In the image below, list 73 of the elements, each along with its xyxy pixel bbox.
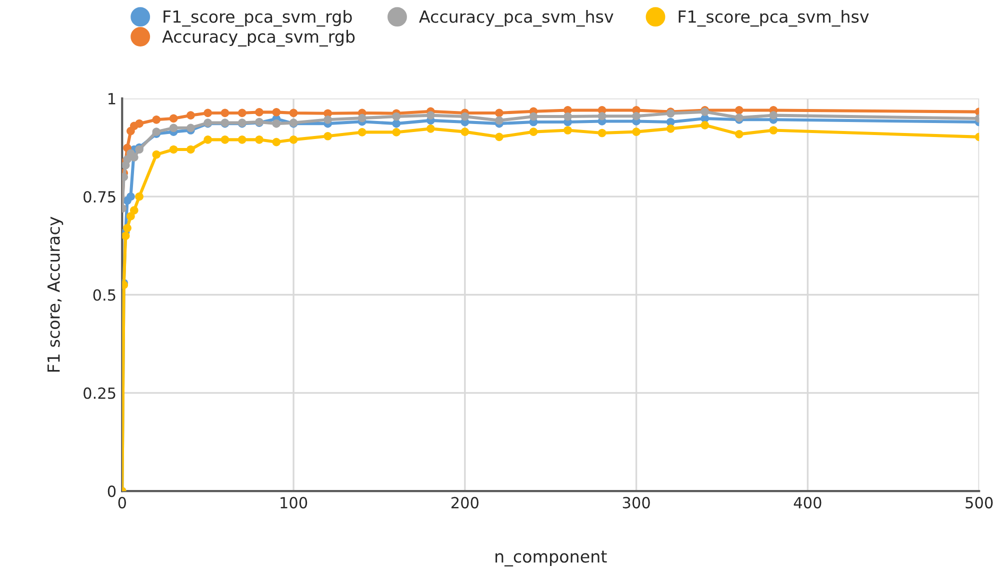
legend-label: F1_score_pca_svm_hsv [678, 10, 869, 27]
legend-label: Accuracy_pca_svm_rgb [162, 30, 355, 47]
point [666, 124, 675, 133]
point [632, 128, 640, 136]
point [460, 112, 470, 121]
x-axis-title: n_component [496, 550, 607, 566]
point [126, 192, 135, 201]
point [272, 138, 281, 146]
point [130, 206, 138, 215]
point [392, 112, 401, 121]
point [289, 108, 298, 118]
point [186, 111, 195, 120]
point [152, 115, 161, 124]
point [769, 126, 778, 134]
point [122, 232, 130, 240]
point [495, 132, 504, 142]
point [495, 116, 504, 125]
point [169, 114, 178, 123]
point [220, 136, 230, 144]
x-tick-label: 500 [966, 496, 993, 508]
point [255, 136, 264, 144]
x-tick-label: 400 [794, 496, 822, 508]
point [734, 130, 744, 138]
x-tick-label: 0 [118, 496, 126, 508]
point [169, 145, 178, 154]
point [529, 112, 538, 121]
x-tick-label: 200 [451, 496, 478, 508]
point [700, 120, 710, 130]
point [152, 150, 161, 159]
y-tick-label: 0 [108, 486, 116, 498]
point [135, 192, 144, 201]
y-axis-title: F1 score, Accuracy [48, 216, 64, 372]
point [204, 108, 212, 118]
point [426, 124, 435, 133]
y-tick-label: 0.75 [84, 191, 116, 203]
point [460, 128, 470, 136]
point [123, 224, 132, 232]
point [204, 136, 212, 144]
y-tick-label: 0.25 [84, 387, 116, 399]
point [564, 126, 572, 134]
point [272, 108, 281, 116]
point [734, 106, 744, 114]
point [769, 111, 778, 120]
point [495, 108, 504, 118]
point [186, 145, 195, 154]
point [238, 136, 246, 144]
x-tick-label: 300 [622, 496, 650, 508]
y-tick-label: 1 [108, 93, 116, 104]
point [255, 108, 264, 116]
legend-label: F1_score_pca_svm_rgb [164, 10, 352, 27]
point [529, 128, 538, 136]
point [126, 212, 135, 220]
point [272, 119, 281, 128]
point [186, 124, 195, 132]
point [564, 112, 572, 121]
point [392, 119, 401, 128]
x-tick-label: 100 [280, 496, 308, 508]
point [289, 136, 298, 144]
point [426, 111, 435, 120]
point [392, 128, 401, 136]
point [358, 128, 366, 136]
point [632, 112, 640, 120]
point [220, 108, 230, 118]
point [598, 128, 606, 138]
point [169, 124, 178, 132]
point [238, 108, 246, 118]
legend-label: Accuracy_pca_svm_hsv [419, 10, 614, 27]
point [135, 119, 144, 128]
point [598, 112, 606, 120]
point [324, 115, 332, 124]
point [324, 132, 332, 140]
y-tick-label: 0.5 [93, 289, 116, 301]
point [358, 114, 366, 122]
